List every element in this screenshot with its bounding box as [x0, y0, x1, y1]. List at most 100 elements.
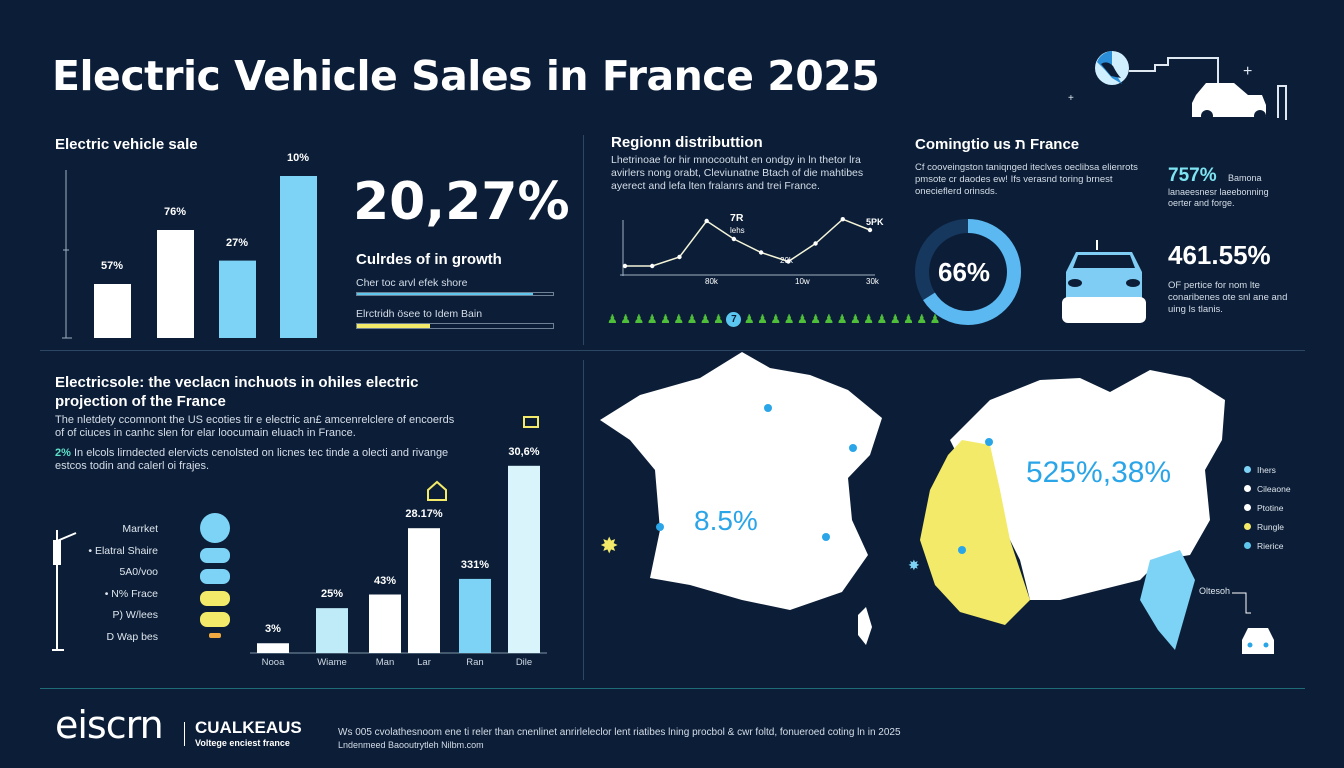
x-tick-label: Man: [375, 657, 395, 668]
person-icon: ♟: [607, 312, 618, 326]
data-point: [813, 241, 818, 246]
person-icon: ♟: [836, 312, 848, 326]
person-icon: ♟: [757, 312, 768, 326]
bar: [459, 578, 491, 653]
person-icon: ♟: [916, 312, 928, 326]
person-icon: ♟: [796, 312, 808, 326]
person-icon: ♟: [863, 312, 875, 326]
bar-label: 10%: [286, 152, 310, 164]
bar-label: 76%: [163, 206, 187, 218]
panel3-heading: Comingtio us ת France: [915, 136, 1080, 153]
data-point: [650, 263, 655, 269]
bar: [369, 594, 401, 653]
map-legend-item: Cileaone: [1244, 479, 1291, 498]
annotation: 7R: [730, 212, 744, 224]
stat2-text: OF pertice for nom lte conaribenes ote s…: [1168, 280, 1288, 315]
bar: [94, 284, 131, 338]
data-point: [731, 236, 737, 242]
person-icon: ♟: [699, 312, 711, 326]
map-region-blue: [1140, 550, 1195, 650]
panel2-heading: Regionn distributtion: [611, 134, 763, 151]
bar-label: 331%: [460, 558, 490, 571]
legend-label: Ptotine: [1257, 502, 1284, 513]
progress-bar-2: [356, 323, 554, 329]
svg-text:+: +: [1243, 63, 1252, 80]
panel3-text: Cf cooveingston taniqnged iteclves oecli…: [915, 162, 1138, 197]
divider: [40, 350, 1305, 351]
donut-value: 66%: [938, 257, 991, 287]
person-icon: ♟: [633, 312, 645, 326]
svg-text:✸: ✸: [600, 533, 618, 558]
legend-dot-icon: [1244, 485, 1251, 492]
bar: [280, 176, 317, 338]
map-legend-item: Rungle: [1244, 517, 1291, 536]
footer-logo: eiscrn: [55, 703, 164, 747]
bar-label: 27%: [225, 236, 249, 249]
person-icon: ♟: [713, 312, 724, 326]
person-icon: ♟: [929, 312, 941, 326]
house-icon: [427, 480, 447, 501]
legend-item: • N% Frace: [104, 587, 158, 600]
car-icon: [1242, 628, 1274, 654]
bar-label: 25%: [320, 588, 344, 601]
legend-label: Cileaone: [1257, 483, 1291, 494]
page-title: Electric Vehicle Sales in France 2025: [52, 52, 880, 100]
x-tick-label: Dile: [515, 657, 533, 668]
x-tick-label: Lar: [417, 657, 431, 668]
highlight-badge: 7: [726, 312, 742, 327]
car-front-icon: [1062, 240, 1146, 323]
stat1-value: 757%: [1168, 165, 1217, 186]
progress-label-1: Cher toc arvl efek shore: [356, 277, 468, 289]
map-callout: Oltesoh: [1199, 586, 1231, 596]
map-left-value: 8.5%: [694, 505, 758, 536]
legend-item: Marrket: [122, 523, 158, 535]
person-icon: ♟: [889, 312, 901, 326]
car-icon: [1192, 83, 1266, 117]
map-right-value: 525%,38%: [1026, 456, 1172, 489]
person-icon: ♟: [783, 312, 795, 326]
person-icon: ♟: [673, 312, 685, 326]
divider: [583, 135, 584, 345]
data-point: [758, 250, 764, 255]
bar-label: 3%: [265, 623, 281, 636]
data-point: [867, 227, 873, 233]
person-icon: ♟: [686, 312, 698, 326]
france-map-left: [600, 352, 882, 610]
bar-label: 30,6%: [508, 445, 540, 458]
person-icon: ♟: [810, 312, 821, 326]
legend-dot-icon: [1244, 466, 1251, 473]
stat1-suffix: Bamona: [1228, 173, 1262, 183]
person-icon: ♟: [743, 312, 755, 326]
svg-text:+: +: [1068, 93, 1074, 104]
data-point: [622, 263, 628, 269]
series-line: [625, 218, 871, 267]
progress-label-2: Elrctridh ösee to Idem Bain: [356, 308, 483, 320]
bar: [408, 528, 440, 653]
map-legend-item: Ptotine: [1244, 498, 1291, 517]
legend-label: Ihers: [1257, 464, 1276, 475]
annotation: 20k: [780, 256, 793, 265]
data-point: [677, 254, 682, 260]
footer-text: Ws 005 cvolathesnoom ene ti reler than c…: [338, 727, 901, 738]
bar: [219, 260, 256, 338]
charger-post-icon: [52, 530, 77, 651]
growth-subheading: Culrdes of in growth: [356, 251, 502, 268]
charger-icon: [1277, 85, 1287, 120]
map-region-yellow: [920, 440, 1030, 625]
legend-label: Rierice: [1257, 540, 1284, 551]
person-icon: ♟: [646, 312, 658, 326]
panel4-text2: In elcols lirndected elervicts cenolsted…: [55, 447, 449, 472]
bar: [316, 608, 348, 653]
panel1-heading: Electric vehicle sale: [55, 136, 198, 153]
person-icon: ♟: [876, 312, 888, 326]
person-icon: ♟: [903, 312, 914, 326]
bar: [508, 465, 540, 653]
highlight-percent: 2%: [55, 447, 71, 459]
person-icon: ♟: [660, 312, 671, 326]
divider: [184, 722, 185, 746]
annotation: 80k: [705, 277, 718, 286]
panel4-heading: Electricsole: the veclacn inchuots in oh…: [55, 374, 419, 410]
footer-brand-sub: Voltege enciest france: [195, 738, 290, 748]
legend-item: P) W/lees: [112, 609, 158, 621]
globe-icon: [1095, 51, 1129, 85]
